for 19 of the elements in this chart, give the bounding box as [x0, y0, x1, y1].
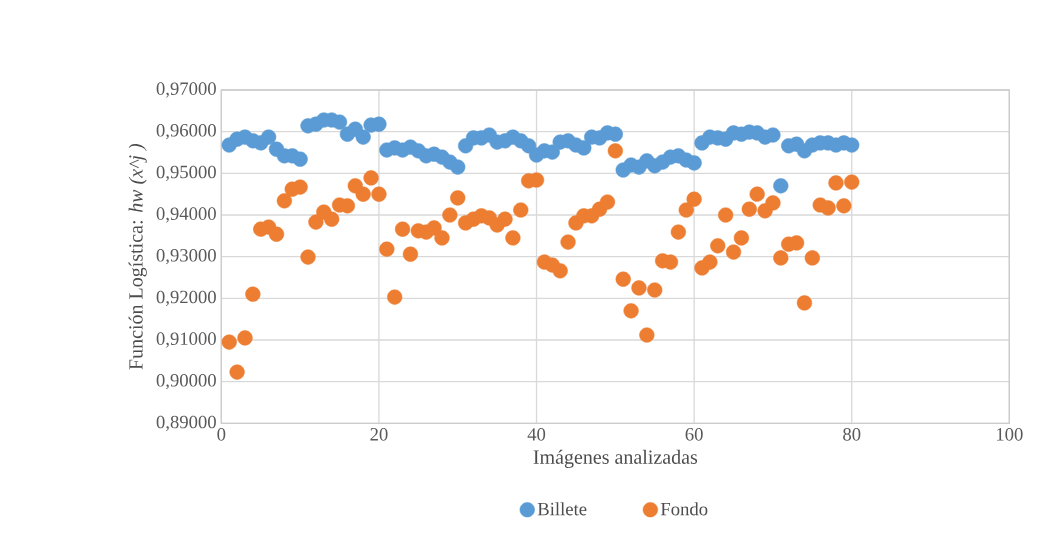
y-tick-label: 0,96000: [156, 124, 216, 140]
y-tick-label: 0,94000: [156, 207, 216, 223]
y-axis-title: Función Logística: hw (x^j ): [128, 143, 147, 370]
x-tick-label: 60: [685, 428, 703, 441]
y-tick-label: 0,89000: [156, 415, 216, 431]
legend-label: Billete: [537, 502, 587, 516]
x-tick-label: 0: [217, 428, 226, 441]
y-tick-label: 0,95000: [156, 165, 216, 181]
y-tick-label: 0,90000: [156, 374, 216, 390]
y-tick-label: 0,91000: [156, 332, 216, 348]
y-tick-label: 0,97000: [156, 82, 216, 98]
y-tick-label: 0,93000: [156, 249, 216, 265]
x-tick-label: 40: [527, 428, 546, 441]
x-tick-label: 100: [996, 428, 1023, 441]
legend-label: Fondo: [660, 502, 708, 516]
x-axis-title: Imágenes analizadas: [533, 449, 698, 468]
x-tick-label: 80: [843, 428, 861, 441]
x-tick-label: 20: [370, 428, 388, 441]
y-tick-label: 0,92000: [156, 290, 216, 306]
